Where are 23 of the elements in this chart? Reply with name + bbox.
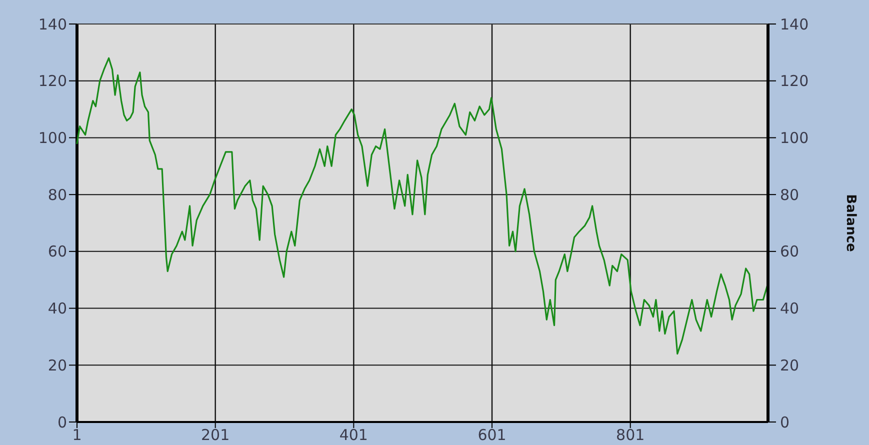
- x-tick-label: 601: [478, 426, 506, 444]
- y-tick-label: 140: [38, 15, 67, 34]
- y2-tick-label: 0: [780, 413, 790, 432]
- y-tick-label: 100: [38, 128, 67, 147]
- y-tick-label: 60: [48, 242, 67, 261]
- x-tick-label: 201: [201, 426, 230, 444]
- y-tick-label: 120: [38, 72, 67, 90]
- y2-tick-label: 40: [780, 300, 800, 318]
- y2-tick-label: 140: [780, 15, 809, 34]
- y2-tick-label: 20: [780, 356, 800, 374]
- y-tick-label: 20: [48, 356, 67, 374]
- y2-tick-label: 120: [780, 72, 809, 90]
- y2-tick-label: 100: [780, 128, 809, 147]
- y2-axis-title: Balance: [843, 194, 858, 252]
- line-series: [76, 57, 768, 355]
- x-tick-label: 401: [339, 426, 368, 444]
- x-tick-label: 801: [616, 426, 645, 444]
- y-tick-label: 0: [57, 413, 67, 432]
- y2-tick-label: 60: [780, 242, 800, 261]
- y-tick-label: 40: [48, 300, 67, 318]
- y2-tick-label: 80: [780, 186, 800, 204]
- x-tick-label: 1: [72, 426, 82, 444]
- y-tick-label: 80: [48, 186, 67, 204]
